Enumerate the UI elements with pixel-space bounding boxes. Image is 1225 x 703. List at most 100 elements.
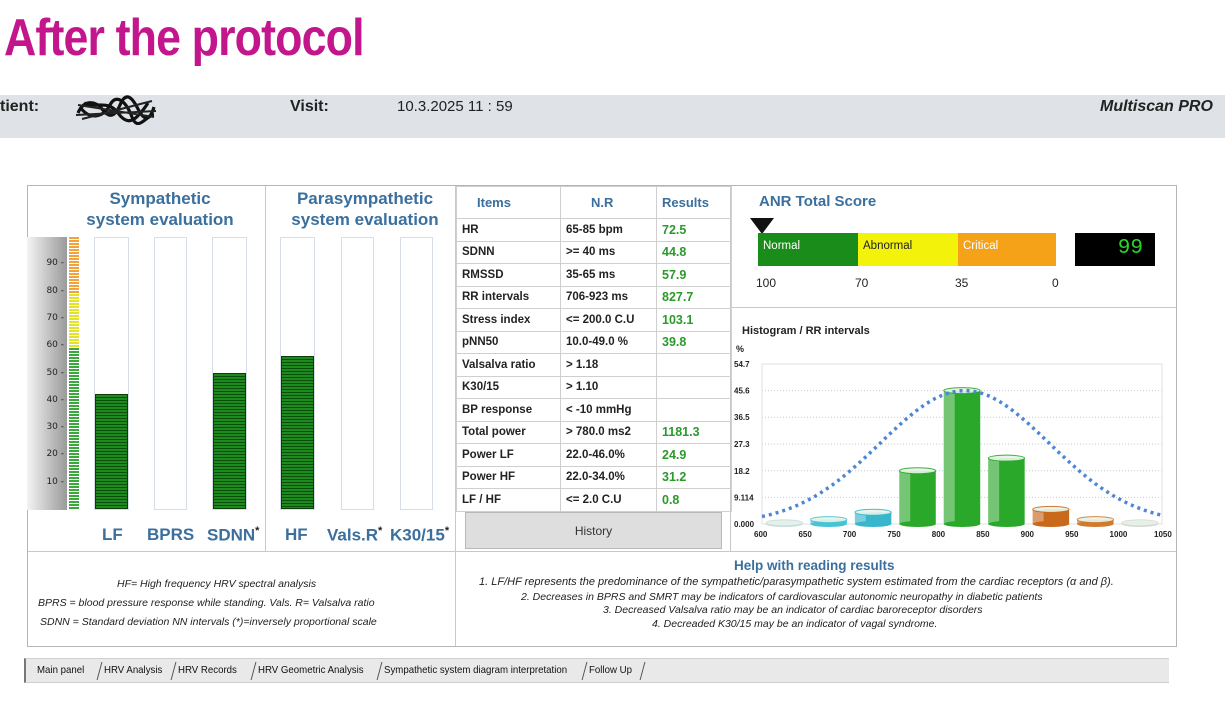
help-line-3: 3. Decreased Valsalva ratio may be an in… [603,604,983,616]
legend-line-1: HF= High frequency HRV spectral analysis [117,578,317,590]
table-row: Total power > 780.0 ms2 1181.3 [456,420,732,444]
histogram-bar [987,454,1026,527]
cell-item: RR intervals [456,285,561,309]
cell-nr: 10.0-49.0 % [560,330,657,354]
cell-result: 0.8 [656,488,732,512]
help-line-4: 4. Decreaded K30/15 may be an indicator … [652,618,938,630]
x-tick-label: 950 [1065,530,1079,539]
anr-segment-abnormal: Abnormal [858,233,958,266]
cell-item: RMSSD [456,263,561,287]
anr-score-display: 99 [1075,233,1155,266]
x-tick-label: 650 [798,530,812,539]
cell-result: 827.7 [656,285,732,309]
history-button[interactable]: History [465,512,722,549]
cell-nr: > 1.10 [560,375,657,399]
cell-item: Stress index [456,308,561,332]
table-row: Stress index <= 200.0 C.U 103.1 [456,308,732,332]
histogram-bar [765,519,803,527]
help-line-1: 1. LF/HF represents the predominance of … [479,576,1114,588]
x-tick-label: 800 [932,530,946,539]
table-row: pNN50 10.0-49.0 % 39.8 [456,330,732,354]
x-tick-label: 850 [976,530,990,539]
scale-tick-label: 80 - [46,285,64,296]
scale-tick-label: 10 - [46,476,64,487]
table-row: RMSSD 35-65 ms 57.9 [456,263,732,287]
cell-result [656,375,732,399]
product-name: Multiscan PRO [1100,98,1213,115]
column-lf [94,237,129,510]
cell-result [656,398,732,422]
cell-nr: <= 200.0 C.U [560,308,657,332]
histogram-bar [943,387,981,527]
label-hf: HF [285,525,308,544]
visit-datetime: 10.3.2025 11 : 59 [397,98,513,115]
table-row: BP response < -10 mmHg [456,398,732,422]
cell-nr: < -10 mmHg [560,398,657,422]
cell-nr: 22.0-46.0% [560,443,657,467]
label-k3015: K30/15* [390,525,450,545]
redacted-name-scribble [75,95,157,125]
column-valsr [341,237,374,510]
tab-hrv-analysis[interactable]: HRV Analysis [104,664,163,676]
table-header-row: Items N.R Results [456,186,732,219]
label-valsr: Vals.R* [327,525,383,545]
cell-item: BP response [456,398,561,422]
cell-result: 1181.3 [656,420,732,444]
x-tick-label: 1050 [1154,530,1172,539]
cell-nr: 35-65 ms [560,263,657,287]
cell-result: 44.8 [656,240,732,264]
visit-bar: tient: Visit: 10.3.2025 11 : 59 Multisca… [0,95,1225,138]
scale-tick-label: 60 - [46,340,64,351]
anr-title: ANR Total Score [759,193,877,210]
table-row: SDNN >= 40 ms 44.8 [456,240,732,264]
scale-tick-label: 70 - [46,312,64,323]
tab-sympathetic-interpretation[interactable]: Sympathetic system diagram interpretatio… [384,664,568,676]
sympathetic-scale-bar [27,237,67,510]
cell-item: Power LF [456,443,561,467]
y-tick-label: 18.2 [734,467,750,476]
tab-main-panel[interactable]: Main panel [37,664,85,676]
cell-nr: <= 2.0 C.U [560,488,657,512]
histogram-title: Histogram / RR intervals [742,325,870,337]
x-tick-label: 750 [887,530,901,539]
cell-result [656,353,732,377]
table-row: Valsalva ratio > 1.18 [456,353,732,377]
cell-item: Power HF [456,465,561,489]
label-lf: LF [102,525,123,544]
cell-nr: > 1.18 [560,353,657,377]
cell-result: 24.9 [656,443,732,467]
histogram-bar [854,508,892,527]
parasympathetic-title: Parasympathetic system evaluation [291,189,439,229]
scale-tick-label: 50 - [46,367,64,378]
tab-hrv-geometric-analysis[interactable]: HRV Geometric Analysis [258,664,364,676]
histogram-bar [809,516,848,527]
column-k3015 [400,237,433,510]
anr-scale-70: 70 [855,276,869,290]
histogram-bar [1076,516,1115,527]
cell-item: LF / HF [456,488,561,512]
histogram-bar [1121,519,1159,527]
legend-line-3: SDNN = Standard deviation NN intervals (… [40,616,377,628]
bar-sdnn [213,372,246,509]
header-nr: N.R [560,186,657,219]
column-bprs [154,237,187,510]
y-tick-label: 9.114 [734,493,754,502]
bottom-tab-bar: Main panel HRV Analysis HRV Records HRV … [24,658,1169,683]
cell-nr: 706-923 ms [560,285,657,309]
cell-item: K30/15 [456,375,561,399]
cell-nr: >= 40 ms [560,240,657,264]
tab-hrv-records[interactable]: HRV Records [178,664,237,676]
cell-nr: > 780.0 ms2 [560,420,657,444]
y-tick-label: 36.5 [734,413,750,422]
cell-item: Valsalva ratio [456,353,561,377]
column-sdnn [212,237,247,510]
column-hf [280,237,315,510]
distribution-curve [761,388,1163,519]
y-tick-label: 27.3 [734,440,750,449]
scale-tick-label: 30 - [46,422,64,433]
tab-follow-up[interactable]: Follow Up [589,664,632,676]
scale-tick-label: 20 - [46,449,64,460]
legend-line-2: BPRS = blood pressure response while sta… [38,597,375,609]
